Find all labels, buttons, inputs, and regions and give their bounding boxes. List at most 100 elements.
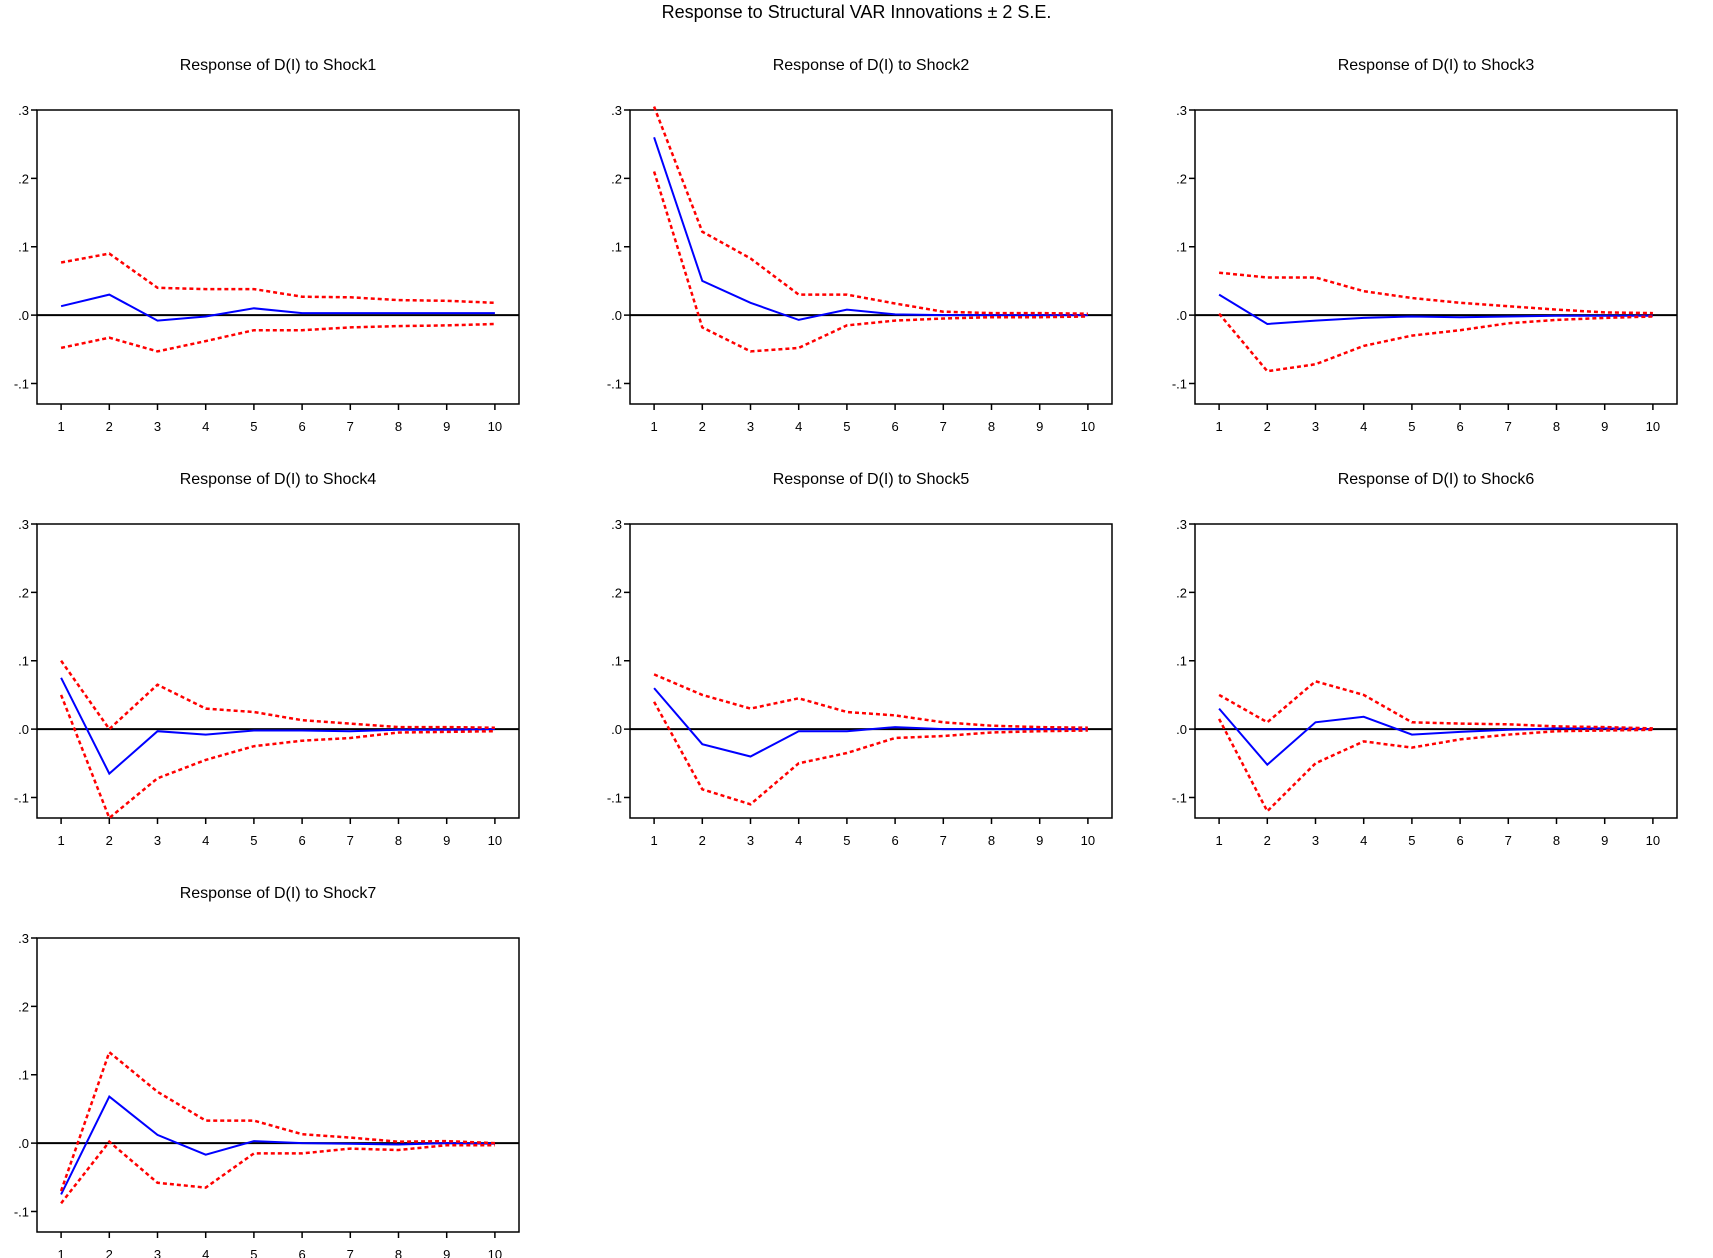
- y-tick-label: .3: [1176, 103, 1187, 118]
- upper-band-line: [60, 252, 495, 305]
- panel-title: Response of D(I) to Shock5: [773, 471, 970, 488]
- y-tick-label: .1: [18, 654, 29, 669]
- panel-title: Response of D(I) to Shock2: [773, 57, 970, 74]
- upper-band-line: [60, 659, 495, 731]
- x-tick-label: 1: [1215, 419, 1222, 434]
- x-tick-label: 8: [395, 1247, 402, 1258]
- x-tick-label: 3: [154, 833, 161, 848]
- response-line: [653, 136, 1088, 321]
- panel-title: Response of D(I) to Shock7: [180, 885, 377, 902]
- plot-frame: [36, 937, 520, 1233]
- y-tick-label: .3: [18, 103, 29, 118]
- y-tick-label: .0: [18, 1136, 29, 1151]
- x-tick-label: 6: [891, 833, 898, 848]
- lower-band-line: [60, 322, 495, 353]
- x-tick-label: 2: [106, 419, 113, 434]
- x-tick-label: 1: [650, 833, 657, 848]
- x-tick-label: 8: [1553, 419, 1560, 434]
- response-line: [1218, 707, 1653, 767]
- y-tick-label: -.1: [607, 790, 622, 805]
- x-tick-label: 7: [347, 1247, 354, 1258]
- x-tick-label: 2: [699, 833, 706, 848]
- x-tick-label: 4: [202, 419, 209, 434]
- x-tick-label: 10: [488, 419, 502, 434]
- upper-band-line: [1218, 679, 1653, 730]
- y-tick-label: .1: [1176, 654, 1187, 669]
- x-tick-label: 9: [1036, 419, 1043, 434]
- x-tick-label: 6: [891, 419, 898, 434]
- upper-band-line: [652, 106, 1088, 315]
- x-tick-label: 4: [202, 833, 209, 848]
- impulse-response-panel-2: Response of D(I) to Shock2 .3 .2 .1 .0 -.1 1 2 3…: [607, 57, 1113, 434]
- y-tick-label: .0: [611, 722, 622, 737]
- x-tick-label: 5: [250, 1247, 257, 1258]
- x-tick-label: 10: [488, 1247, 502, 1258]
- plot-frame: [36, 109, 520, 405]
- y-tick-label: .1: [18, 240, 29, 255]
- y-tick-label: .2: [18, 999, 29, 1014]
- y-tick-label: .0: [18, 308, 29, 323]
- x-tick-label: 1: [1215, 833, 1222, 848]
- x-tick-label: 1: [57, 833, 64, 848]
- panel-title: Response of D(I) to Shock1: [180, 57, 377, 74]
- y-tick-label: .1: [1176, 240, 1187, 255]
- impulse-response-panel-3: Response of D(I) to Shock3 .3 .2 .1 .0 -.1 1 2 3…: [1172, 57, 1678, 434]
- x-tick-label: 6: [298, 833, 305, 848]
- y-tick-label: .2: [1176, 585, 1187, 600]
- y-tick-label: .3: [18, 517, 29, 532]
- x-tick-label: 7: [1505, 419, 1512, 434]
- y-tick-label: -.1: [1172, 790, 1187, 805]
- x-tick-label: 6: [1456, 419, 1463, 434]
- x-tick-label: 1: [57, 419, 64, 434]
- x-tick-label: 8: [395, 419, 402, 434]
- impulse-response-panel-5: Response of D(I) to Shock5 .3 .2 .1 .0 -.1 1 2 3…: [607, 471, 1113, 848]
- x-tick-label: 6: [1456, 833, 1463, 848]
- y-tick-label: .1: [611, 654, 622, 669]
- y-tick-label: -.1: [14, 376, 29, 391]
- y-tick-label: .0: [1176, 308, 1187, 323]
- x-tick-label: 7: [347, 419, 354, 434]
- x-tick-label: 2: [699, 419, 706, 434]
- y-tick-label: .2: [611, 171, 622, 186]
- x-tick-label: 8: [1553, 833, 1560, 848]
- impulse-response-panel-4: Response of D(I) to Shock4 .3 .2 .1 .0 -.1 1 2 3…: [14, 471, 520, 848]
- y-tick-label: -.1: [14, 790, 29, 805]
- y-tick-label: .2: [18, 585, 29, 600]
- lower-band-line: [60, 1139, 495, 1205]
- x-tick-label: 3: [747, 833, 754, 848]
- y-tick-label: .2: [1176, 171, 1187, 186]
- x-tick-label: 9: [1601, 419, 1608, 434]
- x-tick-label: 3: [1312, 833, 1319, 848]
- response-line: [1218, 293, 1653, 326]
- x-tick-label: 5: [1408, 833, 1415, 848]
- upper-band-line: [1218, 271, 1653, 315]
- x-tick-label: 6: [298, 419, 305, 434]
- y-tick-label: .0: [611, 308, 622, 323]
- x-tick-label: 10: [488, 833, 502, 848]
- x-tick-label: 9: [443, 833, 450, 848]
- x-tick-label: 5: [843, 419, 850, 434]
- panel-title: Response of D(I) to Shock6: [1338, 471, 1535, 488]
- x-tick-label: 9: [443, 1247, 450, 1258]
- lower-band-line: [1218, 312, 1653, 373]
- x-tick-label: 9: [1601, 833, 1608, 848]
- x-tick-label: 1: [57, 1247, 64, 1258]
- x-tick-label: 10: [1081, 419, 1095, 434]
- impulse-response-panel-7: Response of D(I) to Shock7 .3 .2 .1 .0 -.1 1 2 3…: [14, 885, 520, 1258]
- response-line: [60, 293, 495, 322]
- x-tick-label: 7: [940, 419, 947, 434]
- x-tick-label: 10: [1646, 419, 1660, 434]
- x-tick-label: 2: [1264, 833, 1271, 848]
- plot-frame: [629, 523, 1113, 819]
- x-tick-label: 3: [154, 419, 161, 434]
- panel-title: Response of D(I) to Shock3: [1338, 57, 1535, 74]
- x-tick-label: 7: [940, 833, 947, 848]
- y-tick-label: .0: [18, 722, 29, 737]
- impulse-response-panel-6: Response of D(I) to Shock6 .3 .2 .1 .0 -.1 1 2 3…: [1172, 471, 1678, 848]
- plot-frame: [629, 109, 1113, 405]
- y-tick-label: .0: [1176, 722, 1187, 737]
- y-tick-label: .1: [18, 1068, 29, 1083]
- x-tick-label: 3: [154, 1247, 161, 1258]
- x-tick-label: 4: [795, 833, 802, 848]
